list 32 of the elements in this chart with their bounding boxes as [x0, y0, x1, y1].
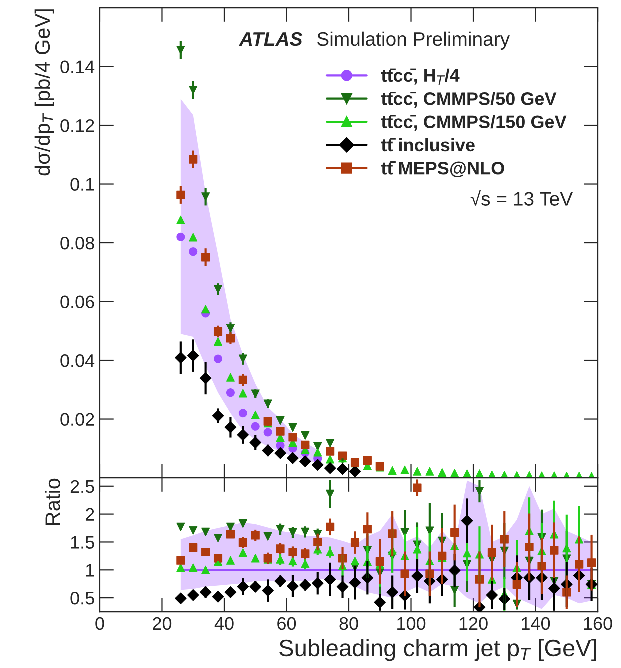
y-tick-label: 2: [86, 508, 94, 521]
y-tick-label: 0.06: [60, 296, 94, 308]
y-axis-title: dσ/dp$_{T}$ [pb/4 GeV]: [34, 10, 54, 176]
x-tick-label: 20: [153, 617, 172, 630]
legend-label: tt̄ inclusive: [381, 138, 475, 152]
x-tick-label: 100: [398, 617, 426, 630]
y-tick-label: 0.1: [70, 178, 94, 191]
x-tick-label: 140: [522, 617, 550, 630]
y-tick-label: 0.14: [60, 60, 95, 74]
annotation: Simulation Preliminary: [318, 32, 510, 50]
y-tick-label: 0.04: [60, 354, 95, 368]
y-tick-label: 1.5: [71, 536, 94, 549]
y-tick-label: 0.02: [60, 413, 94, 426]
x-tick-label: 0: [96, 617, 104, 630]
annotation: ATLAS: [239, 32, 303, 46]
y-axis-title: Ratio: [45, 478, 60, 525]
legend-label: tt̄cc̄, CMMPS/150 GeV: [381, 115, 567, 132]
x-tick-label: 80: [340, 617, 358, 630]
annotation: √s = 13 TeV: [470, 190, 574, 206]
y-tick-label: 0.12: [60, 119, 94, 132]
x-axis-title: Subleading charm jet p$_{T}$ [GeV]: [280, 639, 596, 662]
y-tick-label: 1: [86, 564, 94, 577]
x-tick-label: 160: [584, 617, 612, 630]
legend-label: tt̄cc̄, CMMPS/50 GeV: [381, 92, 557, 108]
x-tick-label: 40: [214, 617, 234, 630]
y-tick-label: 0.5: [70, 592, 94, 605]
legend-label: tt̄cc̄, H$_{T}$/4: [381, 68, 460, 85]
y-tick-label: 2.5: [70, 480, 94, 494]
x-tick-label: 120: [460, 617, 488, 630]
y-tick-label: 0.08: [60, 236, 94, 250]
legend-label: tt̄ MEPS@NLO: [381, 162, 504, 178]
x-tick-label: 60: [278, 617, 296, 630]
